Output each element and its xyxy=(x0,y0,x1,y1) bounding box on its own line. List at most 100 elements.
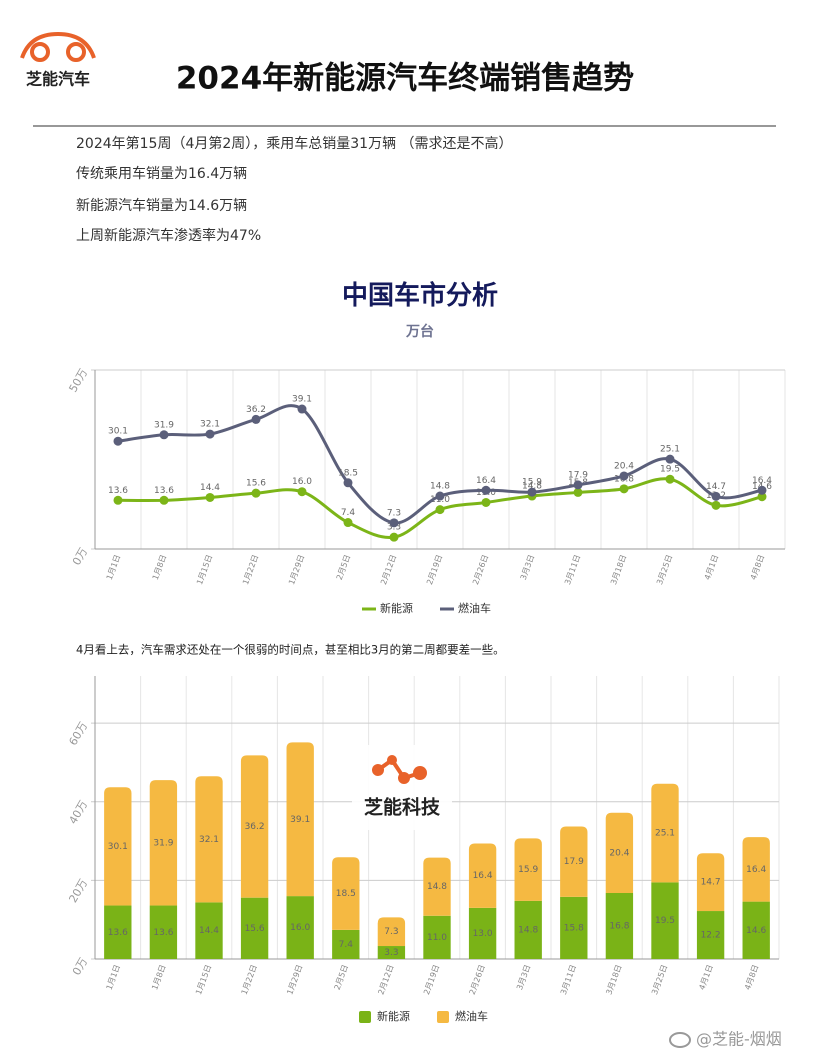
data-point xyxy=(619,484,629,494)
bar-segment xyxy=(742,837,770,902)
data-point xyxy=(757,492,767,502)
summary-line: 传统乘用车销量为16.4万辆 xyxy=(76,165,247,182)
data-point xyxy=(159,495,169,505)
bar-segment xyxy=(696,853,725,912)
bar-segment xyxy=(195,776,223,903)
data-label: 7.3 xyxy=(387,508,401,518)
watermark-icon xyxy=(387,755,397,765)
bar-segment xyxy=(104,787,132,906)
data-label: 30.1 xyxy=(108,842,128,852)
data-point xyxy=(527,487,537,497)
summary-line: 上周新能源汽车渗透率为47% xyxy=(76,227,261,244)
legend-swatch xyxy=(437,1011,449,1023)
bar-segment xyxy=(468,907,497,959)
watermark-text: 芝能科技 xyxy=(364,796,441,819)
data-label: 31.9 xyxy=(153,838,173,848)
data-label: 14.4 xyxy=(199,926,219,936)
data-label: 7.4 xyxy=(339,940,354,950)
data-label: 14.8 xyxy=(427,882,447,892)
data-point xyxy=(711,500,721,510)
data-label: 15.6 xyxy=(246,479,266,489)
bar-segment xyxy=(240,755,269,898)
data-point xyxy=(251,488,261,498)
bar-segment xyxy=(377,917,406,947)
data-label: 14.8 xyxy=(522,482,542,492)
data-point xyxy=(113,495,123,505)
watermark-icon xyxy=(376,757,421,781)
bar-segment xyxy=(514,900,542,959)
data-label: 16.8 xyxy=(609,921,629,931)
data-label: 15.6 xyxy=(245,924,265,934)
data-point xyxy=(159,430,169,440)
legend-label: 燃油车 xyxy=(455,1009,488,1023)
bar-segment xyxy=(468,843,497,908)
data-label: 14.7 xyxy=(706,482,726,492)
data-label: 16.4 xyxy=(473,871,493,881)
summary-line: 2024年第15周（4月第2周），乘用车总销量31万辆 （需求还是不高） xyxy=(76,135,513,152)
data-label: 13.6 xyxy=(153,928,173,938)
data-label: 32.1 xyxy=(199,835,219,845)
data-point xyxy=(205,492,215,502)
summary-line: 新能源汽车销量为14.6万辆 xyxy=(76,197,247,214)
data-point xyxy=(481,497,491,507)
data-point xyxy=(343,478,353,488)
legend-label: 燃油车 xyxy=(458,601,491,615)
data-label: 16.4 xyxy=(476,476,496,486)
chart-title: 中国车市分析 xyxy=(342,280,498,311)
data-point xyxy=(251,414,261,424)
bar-segment xyxy=(560,896,588,959)
data-point xyxy=(389,518,399,528)
data-label: 17.9 xyxy=(564,857,584,867)
data-label: 15.8 xyxy=(564,923,584,933)
data-label: 13.6 xyxy=(108,928,128,938)
bar-segment xyxy=(560,826,588,897)
data-label: 30.1 xyxy=(108,427,128,437)
data-label: 16.0 xyxy=(292,477,312,487)
data-point xyxy=(435,505,445,515)
data-label: 39.1 xyxy=(292,395,312,405)
data-label: 12.2 xyxy=(701,931,721,941)
data-label: 3.3 xyxy=(387,523,401,533)
data-label: 13.0 xyxy=(473,929,493,939)
watermark-icon xyxy=(398,772,410,784)
data-label: 18.5 xyxy=(336,889,356,899)
watermark: 芝能科技 xyxy=(352,745,452,830)
data-point xyxy=(573,480,583,490)
legend-label: 新能源 xyxy=(380,601,413,615)
data-point xyxy=(619,471,629,481)
data-label: 36.2 xyxy=(246,405,266,415)
bar-segment xyxy=(149,780,178,906)
bar-segment xyxy=(696,911,725,959)
data-point xyxy=(711,491,721,501)
data-point xyxy=(665,474,675,484)
bar-segment xyxy=(605,892,634,959)
bar-segment xyxy=(149,905,178,959)
data-label: 16.4 xyxy=(752,476,772,486)
data-label: 32.1 xyxy=(200,420,220,430)
page-title: 2024年新能源汽车终端销售趋势 xyxy=(176,61,634,97)
data-label: 31.9 xyxy=(154,420,174,430)
bar-segment xyxy=(742,901,770,959)
data-label: 14.7 xyxy=(701,878,721,888)
data-point xyxy=(757,485,767,495)
watermark-icon xyxy=(413,766,427,780)
bar-segment xyxy=(605,812,634,893)
data-label: 39.1 xyxy=(290,815,310,825)
data-point xyxy=(113,436,123,446)
data-label: 14.8 xyxy=(430,482,450,492)
bar-segment xyxy=(423,857,451,916)
data-label: 7.3 xyxy=(384,927,398,937)
data-point xyxy=(481,485,491,495)
bar-segment xyxy=(514,838,542,901)
data-label: 16.0 xyxy=(290,923,310,933)
data-label: 15.9 xyxy=(518,865,538,875)
data-label: 7.4 xyxy=(341,508,356,518)
watermark-icon xyxy=(372,764,384,776)
bar-segment xyxy=(286,742,314,897)
data-label: 16.4 xyxy=(746,865,766,875)
data-label: 13.6 xyxy=(154,486,174,496)
data-label: 20.4 xyxy=(614,461,634,471)
bar-segment xyxy=(651,783,679,883)
logo-icon xyxy=(20,31,96,62)
data-label: 17.9 xyxy=(568,470,588,480)
